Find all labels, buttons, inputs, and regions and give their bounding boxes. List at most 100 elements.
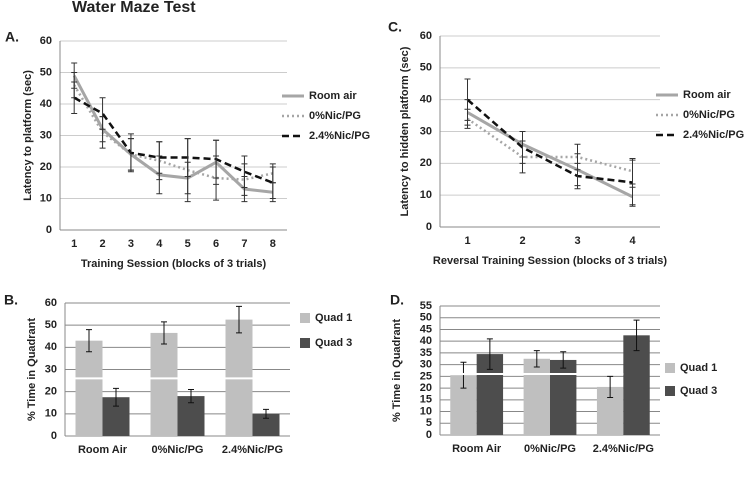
x-tick-label: 3 bbox=[128, 238, 134, 250]
x-tick-label: 2.4%Nic/PG bbox=[593, 443, 654, 455]
legend-label: 0%Nic/PG bbox=[309, 110, 361, 122]
legend-label: 2.4%Nic/PG bbox=[309, 130, 370, 142]
x-tick-label: 0%Nic/PG bbox=[524, 443, 576, 455]
y-tick-label: 55 bbox=[420, 300, 432, 312]
legend-swatch bbox=[665, 386, 675, 396]
bar bbox=[150, 332, 178, 436]
bar bbox=[75, 340, 103, 436]
y-tick-label: 10 bbox=[420, 405, 432, 417]
y-tick-label: 40 bbox=[420, 335, 432, 347]
legend-label: 0%Nic/PG bbox=[683, 109, 735, 121]
y-tick-label: 30 bbox=[40, 129, 52, 141]
x-tick-label: 1 bbox=[71, 238, 77, 250]
error-bar bbox=[607, 375, 614, 398]
y-tick-label: 50 bbox=[40, 66, 52, 78]
x-tick-label: 8 bbox=[270, 238, 276, 250]
error-bar bbox=[560, 351, 567, 369]
x-tick-label: 3 bbox=[574, 235, 580, 247]
line bbox=[72, 74, 273, 194]
legend-swatch bbox=[300, 338, 310, 348]
y-tick-label: 20 bbox=[420, 157, 432, 169]
x-axis-label: Reversal Training Session (blocks of 3 t… bbox=[433, 255, 667, 267]
legend-swatch bbox=[665, 363, 675, 373]
error-bar bbox=[241, 155, 248, 188]
y-axis-label: % Time in Quadrant bbox=[391, 319, 403, 422]
x-tick-label: 2.4%Nic/PG bbox=[222, 444, 283, 456]
bar bbox=[523, 358, 550, 435]
legend-label: 2.4%Nic/PG bbox=[683, 129, 744, 141]
y-tick-label: 10 bbox=[40, 192, 52, 204]
y-tick-label: 25 bbox=[420, 370, 432, 382]
y-tick-label: 0 bbox=[426, 429, 432, 441]
x-tick-label: 2 bbox=[519, 235, 525, 247]
bar bbox=[623, 335, 650, 435]
legend-label: Quad 1 bbox=[315, 312, 352, 324]
bar bbox=[252, 413, 280, 436]
y-tick-label: 60 bbox=[420, 30, 432, 42]
error-bar bbox=[156, 141, 163, 174]
error-bar bbox=[213, 139, 220, 179]
error-bar bbox=[236, 305, 242, 334]
panel-label: C. bbox=[388, 19, 402, 35]
y-tick-label: 30 bbox=[420, 359, 432, 371]
error-bar bbox=[533, 350, 540, 368]
x-tick-label: 6 bbox=[213, 238, 219, 250]
y-tick-label: 60 bbox=[40, 35, 52, 47]
line bbox=[73, 96, 274, 184]
panel-label: B. bbox=[4, 292, 18, 308]
y-tick-label: 30 bbox=[45, 363, 57, 375]
line bbox=[466, 117, 633, 173]
figure-title: Water Maze Test bbox=[72, 0, 196, 16]
x-tick-label: 7 bbox=[241, 238, 247, 250]
y-tick-label: 15 bbox=[420, 394, 432, 406]
y-tick-label: 10 bbox=[420, 189, 432, 201]
error-bar bbox=[574, 162, 581, 190]
x-tick-label: Room Air bbox=[452, 443, 502, 455]
x-axis-label: Training Session (blocks of 3 trials) bbox=[81, 258, 267, 270]
error-bar bbox=[464, 78, 471, 121]
x-tick-label: 4 bbox=[156, 238, 163, 250]
legend-label: Quad 1 bbox=[680, 362, 717, 374]
error-bar bbox=[127, 133, 134, 173]
bar bbox=[550, 359, 577, 435]
error-bar bbox=[629, 159, 636, 206]
y-tick-label: 40 bbox=[45, 341, 57, 353]
panel-label: A. bbox=[5, 29, 19, 45]
y-tick-label: 0 bbox=[46, 224, 52, 236]
legend-label: Room air bbox=[683, 89, 731, 101]
y-tick-label: 50 bbox=[45, 319, 57, 331]
y-tick-label: 45 bbox=[420, 323, 432, 335]
error-bar bbox=[269, 166, 276, 199]
y-tick-label: 20 bbox=[420, 382, 432, 394]
x-tick-label: 1 bbox=[464, 235, 470, 247]
error-bar bbox=[86, 329, 92, 353]
y-tick-label: 20 bbox=[45, 386, 57, 398]
x-tick-label: 4 bbox=[629, 235, 636, 247]
y-tick-label: 20 bbox=[40, 161, 52, 173]
error-bar bbox=[113, 387, 119, 407]
y-axis-label: Latency to platform (sec) bbox=[22, 70, 34, 201]
legend-label: Quad 3 bbox=[315, 337, 352, 349]
y-tick-label: 30 bbox=[420, 125, 432, 137]
y-tick-label: 50 bbox=[420, 62, 432, 74]
legend-label: Quad 3 bbox=[680, 385, 717, 397]
error-bar bbox=[71, 81, 78, 114]
y-axis-label: Latency to hidden platform (sec) bbox=[399, 46, 411, 216]
error-bar bbox=[633, 319, 640, 352]
error-bar bbox=[184, 138, 191, 177]
legend-label: Room air bbox=[309, 90, 357, 102]
y-tick-label: 5 bbox=[426, 417, 432, 429]
y-tick-label: 10 bbox=[45, 408, 57, 420]
x-tick-label: 2 bbox=[100, 238, 106, 250]
panel-label: D. bbox=[390, 292, 404, 308]
line bbox=[466, 98, 633, 184]
line bbox=[466, 111, 634, 199]
y-tick-label: 60 bbox=[45, 297, 57, 309]
y-tick-label: 0 bbox=[51, 430, 57, 442]
x-tick-label: 0%Nic/PG bbox=[152, 444, 204, 456]
y-tick-label: 50 bbox=[420, 312, 432, 324]
y-tick-label: 35 bbox=[420, 347, 432, 359]
y-tick-label: 40 bbox=[40, 98, 52, 110]
y-tick-label: 0 bbox=[426, 221, 432, 233]
